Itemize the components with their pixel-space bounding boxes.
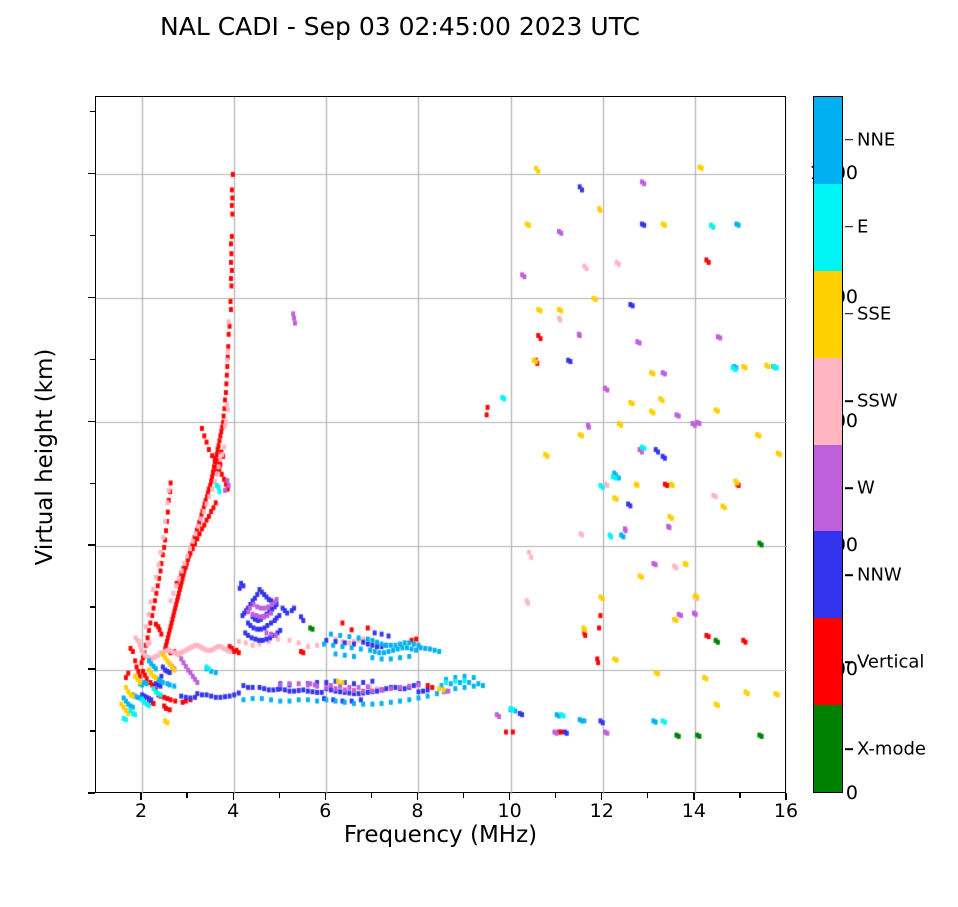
colorbar-segment-nne bbox=[814, 97, 842, 184]
colorbar-tick bbox=[845, 661, 853, 664]
colorbar-segment-x-mode bbox=[814, 705, 842, 792]
colorbar-segment-vertical bbox=[814, 618, 842, 706]
colorbar-label-e: E bbox=[857, 216, 869, 238]
y-tick-mark bbox=[88, 792, 95, 794]
x-tick-mark-minor bbox=[647, 793, 649, 798]
colorbar-label-w: W bbox=[857, 477, 875, 499]
colorbar-label-ssw: SSW bbox=[857, 390, 898, 412]
colorbar-label-nnw: NNW bbox=[857, 564, 902, 586]
x-tick-mark bbox=[508, 793, 511, 800]
y-tick-mark-minor bbox=[90, 110, 95, 113]
colorbar-label-sse: SSE bbox=[857, 303, 892, 325]
y-tick-mark-minor bbox=[90, 234, 95, 237]
x-tick-mark bbox=[785, 793, 787, 800]
y-tick-label: 0 bbox=[845, 782, 858, 804]
x-tick-label: 10 bbox=[497, 800, 522, 822]
colorbar-tick bbox=[845, 574, 853, 576]
y-tick-mark-minor bbox=[90, 730, 95, 732]
y-tick-mark bbox=[88, 420, 95, 422]
colorbar-segment-e bbox=[814, 183, 842, 271]
page-title: NAL CADI - Sep 03 02:45:00 2023 UTC bbox=[160, 12, 640, 41]
x-tick-mark bbox=[324, 793, 327, 800]
colorbar-tick bbox=[845, 225, 853, 228]
x-tick-label: 12 bbox=[589, 800, 614, 822]
x-tick-mark bbox=[416, 793, 419, 800]
colorbar-label-x-mode: X-mode bbox=[857, 738, 926, 760]
x-tick-mark bbox=[140, 793, 142, 800]
colorbar-tick bbox=[845, 487, 853, 489]
x-tick-label: 6 bbox=[319, 800, 332, 822]
colorbar-tick bbox=[845, 313, 853, 315]
x-tick-label: 4 bbox=[227, 800, 240, 822]
x-tick-label: 2 bbox=[135, 800, 148, 822]
x-tick-mark-minor bbox=[370, 793, 373, 798]
x-tick-mark-minor bbox=[278, 793, 280, 798]
y-tick-mark-minor bbox=[90, 482, 95, 484]
y-tick-mark-minor bbox=[90, 606, 95, 608]
colorbar-segment-w bbox=[814, 444, 842, 532]
colorbar-segment-ssw bbox=[814, 357, 842, 445]
x-tick-label: 16 bbox=[773, 800, 799, 822]
y-tick-mark-minor bbox=[90, 358, 95, 360]
y-tick-mark bbox=[88, 544, 95, 546]
x-tick-label: 14 bbox=[681, 800, 706, 822]
x-tick-mark bbox=[601, 793, 603, 800]
colorbar-tick bbox=[845, 748, 853, 751]
y-tick-mark bbox=[88, 172, 95, 175]
plot-axes bbox=[95, 96, 787, 794]
x-tick-mark-minor bbox=[186, 793, 188, 798]
colorbar-label-nne: NNE bbox=[857, 129, 896, 151]
y-axis-label: Virtual height (km) bbox=[32, 348, 58, 566]
x-tick-mark bbox=[693, 793, 695, 800]
x-tick-mark-minor bbox=[739, 793, 741, 798]
x-tick-mark-minor bbox=[554, 793, 557, 798]
colorbar-segment-sse bbox=[814, 270, 842, 358]
colorbar-tick bbox=[845, 400, 853, 402]
ionogram-figure: NAL CADI - Sep 03 02:45:00 2023 UTC 0200… bbox=[32, 12, 926, 848]
colorbar bbox=[813, 96, 843, 793]
x-tick-label: 8 bbox=[411, 800, 424, 822]
x-tick-mark-minor bbox=[462, 793, 465, 798]
x-tick-mark bbox=[232, 793, 234, 800]
y-tick-mark bbox=[88, 296, 95, 299]
colorbar-segment-nnw bbox=[814, 531, 842, 619]
colorbar-tick bbox=[845, 138, 853, 141]
colorbar-label-vertical: Vertical bbox=[857, 651, 925, 673]
x-axis-label: Frequency (MHz) bbox=[343, 822, 538, 848]
y-tick-mark bbox=[88, 668, 95, 670]
scatter-data-layer bbox=[96, 97, 787, 794]
